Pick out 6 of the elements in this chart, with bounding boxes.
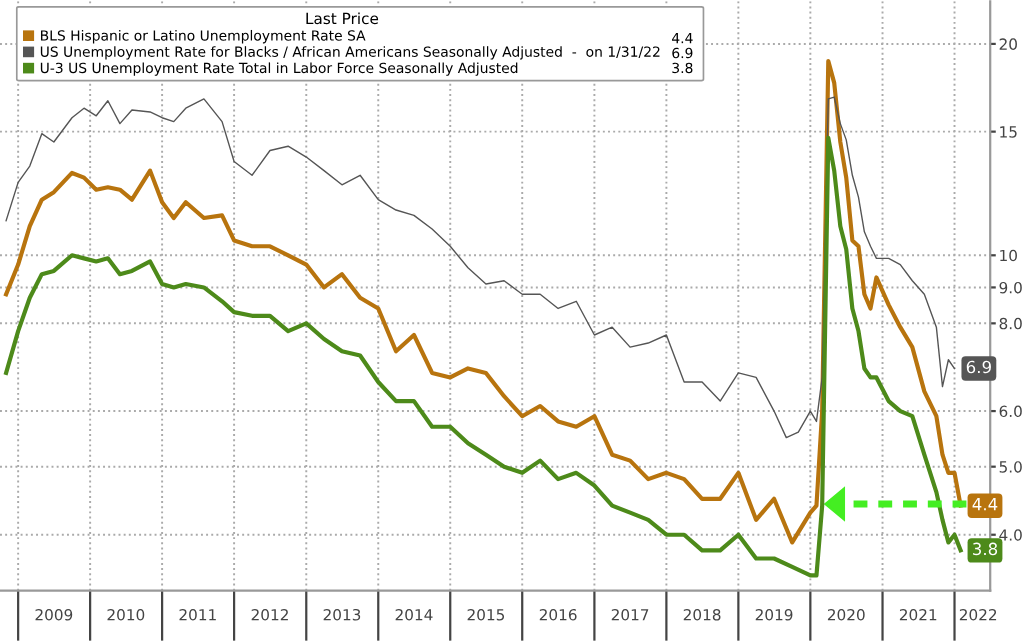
data-label: 3.8 [973, 542, 998, 556]
line-series [4, 59, 963, 545]
data-label: 6.9 [966, 360, 991, 374]
data-label: 4.4 [972, 498, 998, 511]
line-series [5, 96, 956, 439]
line-series [4, 135, 963, 578]
